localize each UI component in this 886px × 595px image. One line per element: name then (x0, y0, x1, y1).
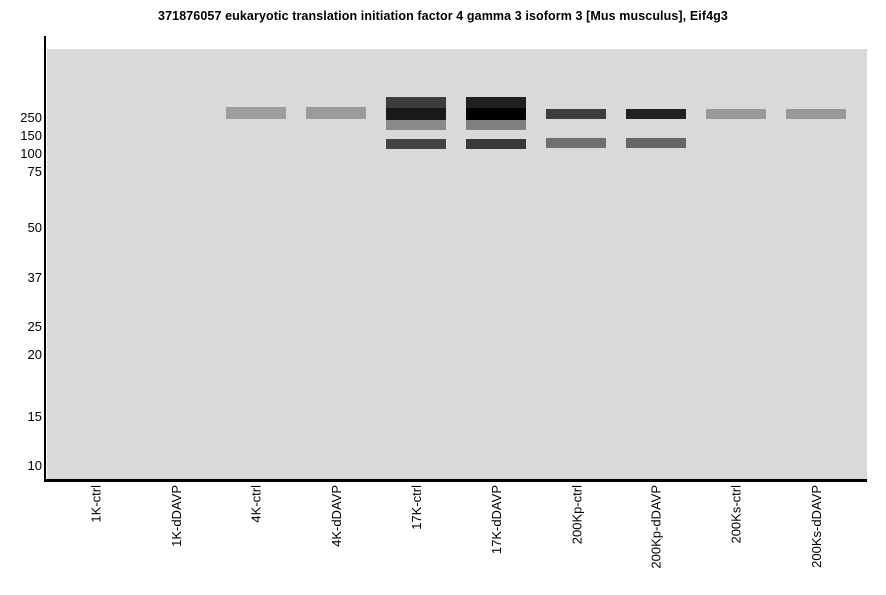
marker-label-20: 20 (27, 347, 42, 362)
band-17K-dDAVP-1 (466, 97, 526, 108)
lane-label-17K-ctrl: 17K-ctrl (409, 485, 424, 530)
gel-background (47, 49, 867, 481)
marker-label-100: 100 (20, 146, 42, 161)
lane-label-17K-dDAVP: 17K-dDAVP (489, 485, 504, 555)
lane-label-200Ks-ctrl: 200Ks-ctrl (729, 485, 744, 544)
band-17K-ctrl-4 (386, 139, 446, 149)
lane-label-4K-ctrl: 4K-ctrl (249, 485, 264, 523)
marker-label-50: 50 (27, 220, 42, 235)
band-17K-dDAVP-2 (466, 108, 526, 120)
figure-title: 371876057 eukaryotic translation initiat… (158, 9, 728, 23)
marker-label-250: 250 (20, 110, 42, 125)
marker-label-75: 75 (27, 164, 42, 179)
lane-label-4K-dDAVP: 4K-dDAVP (329, 485, 344, 547)
lane-label-200Ks-dDAVP: 200Ks-dDAVP (809, 485, 824, 568)
band-200Ks-dDAVP-1 (786, 109, 846, 119)
band-17K-dDAVP-3 (466, 120, 526, 130)
lane-label-200Kp-dDAVP: 200Kp-dDAVP (649, 485, 664, 569)
band-4K-dDAVP-1 (306, 107, 366, 119)
marker-label-15: 15 (27, 409, 42, 424)
band-200Kp-dDAVP-2 (626, 138, 686, 148)
band-200Kp-ctrl-2 (546, 138, 606, 148)
band-4K-ctrl-1 (226, 107, 286, 119)
lane-label-200Kp-ctrl: 200Kp-ctrl (569, 485, 584, 545)
band-17K-ctrl-3 (386, 120, 446, 130)
band-17K-ctrl-2 (386, 108, 446, 120)
lane-label-1K-dDAVP: 1K-dDAVP (169, 485, 184, 547)
band-17K-ctrl-1 (386, 97, 446, 108)
x-axis-line (44, 479, 867, 482)
band-200Ks-ctrl-1 (706, 109, 766, 119)
marker-label-37: 37 (27, 270, 42, 285)
band-200Kp-dDAVP-1 (626, 109, 686, 119)
y-axis-line (44, 36, 46, 482)
marker-label-25: 25 (27, 319, 42, 334)
marker-label-10: 10 (27, 458, 42, 473)
band-17K-dDAVP-4 (466, 139, 526, 149)
lane-label-1K-ctrl: 1K-ctrl (89, 485, 104, 523)
band-200Kp-ctrl-1 (546, 109, 606, 119)
marker-label-150: 150 (20, 128, 42, 143)
